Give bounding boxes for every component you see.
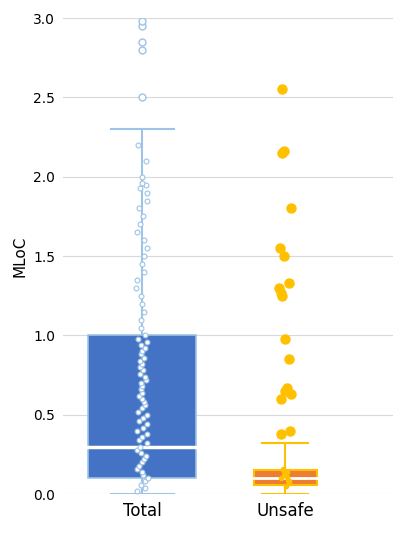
Bar <box>88 335 196 478</box>
Bar <box>254 470 317 484</box>
Y-axis label: MLoC: MLoC <box>13 236 28 277</box>
